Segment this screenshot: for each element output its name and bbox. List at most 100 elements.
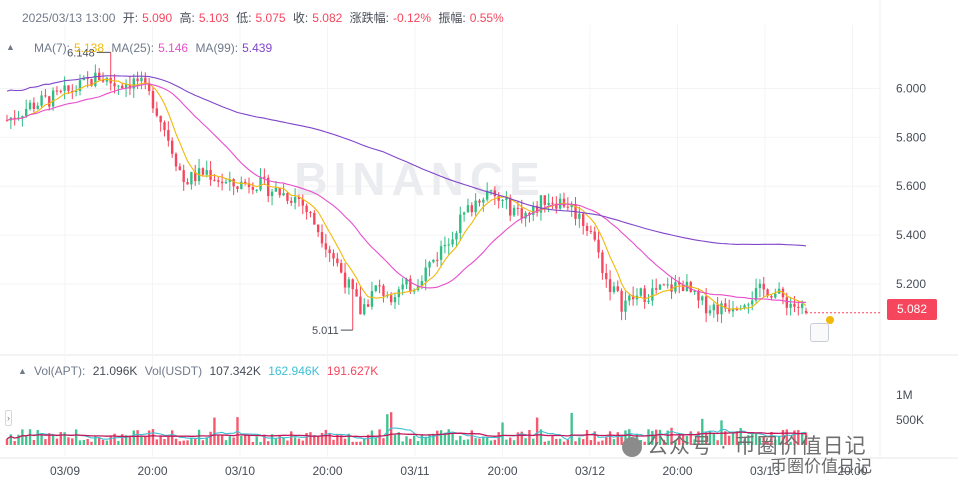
candle-body	[743, 305, 746, 309]
volume-legend: Vol(APT): 21.096K Vol(USDT) 107.342K 162…	[34, 364, 382, 378]
volume-bar	[439, 430, 443, 445]
candle-body	[512, 207, 516, 216]
volume-bar	[551, 435, 554, 445]
candle-body	[420, 281, 424, 286]
chart-settings-icon[interactable]	[810, 323, 829, 342]
volume-bar	[793, 430, 796, 445]
candle-body	[647, 300, 650, 303]
candle-body	[217, 180, 220, 182]
candle-body	[478, 200, 481, 203]
volume-bar	[255, 436, 258, 445]
candle-body	[631, 295, 635, 300]
candle-body	[551, 202, 554, 204]
candle-body	[270, 191, 274, 197]
volume-bar	[739, 428, 742, 445]
volume-bar	[363, 438, 366, 445]
candle-body	[194, 172, 197, 182]
candle-body	[316, 224, 320, 233]
volume-bar	[597, 441, 600, 445]
close-label: 收:	[292, 11, 309, 25]
volume-bar	[278, 435, 281, 445]
expand-indicator-icon[interactable]: ›	[5, 410, 12, 426]
candle-body	[374, 285, 377, 292]
change-value: -0.12%	[392, 11, 432, 25]
volume-bar	[589, 440, 593, 445]
volume-bar	[501, 422, 504, 445]
volume-bar	[301, 440, 304, 445]
candle-body	[509, 197, 512, 216]
volume-bar	[113, 433, 116, 445]
volume-bar	[697, 431, 700, 445]
vol-usdt-label: Vol(USDT)	[144, 364, 203, 378]
volume-bar	[36, 429, 39, 445]
volume-bar	[178, 441, 182, 445]
volume-tick-label: 1M	[896, 388, 913, 402]
volume-bar	[654, 429, 658, 445]
candle-body	[305, 205, 308, 213]
corner-watermark-line2: 币圈价值日记	[770, 457, 872, 476]
candle-body	[662, 284, 666, 286]
volume-bar	[359, 441, 362, 445]
volume-bar	[386, 414, 389, 445]
volume-bar	[520, 431, 523, 445]
volume-bar	[651, 431, 654, 445]
candle-body	[63, 85, 66, 91]
collapse-price-legend-icon[interactable]: ▲	[6, 42, 15, 52]
candle-body	[639, 288, 643, 296]
candle-body	[48, 96, 51, 107]
candle-body	[751, 300, 754, 305]
candle-body	[282, 193, 285, 196]
collapse-volume-legend-icon[interactable]: ▲	[18, 366, 27, 376]
volume-bar	[566, 439, 570, 445]
volume-bar	[332, 439, 335, 445]
volume-bar	[582, 439, 585, 445]
volume-bar	[681, 434, 685, 445]
time-tick-label: 03/09	[50, 464, 80, 478]
corner-watermark-sub: 币圈价值日记	[770, 452, 872, 477]
volume-bar	[731, 432, 735, 445]
volume-bar	[94, 435, 97, 445]
candle-body	[666, 284, 669, 286]
volume-bar	[340, 435, 343, 445]
volume-bar	[128, 435, 132, 445]
candle-body	[451, 239, 454, 245]
volume-bar	[774, 439, 777, 445]
candle-body	[466, 205, 470, 213]
volume-bar	[32, 440, 36, 445]
candle-body	[55, 90, 59, 92]
candle-body	[535, 205, 539, 213]
volume-bar	[209, 431, 212, 445]
volume-bar	[270, 434, 274, 445]
candle-body	[355, 289, 358, 297]
candle-body	[247, 183, 251, 188]
volume-bar	[616, 432, 619, 445]
volume-bar	[497, 432, 500, 445]
volume-bar	[144, 436, 147, 445]
ma99-value: 5.439	[242, 41, 273, 55]
volume-bar	[59, 432, 62, 445]
ma99-line	[6, 75, 807, 247]
candle-body	[167, 130, 170, 141]
volume-ma-short-line	[6, 427, 807, 441]
candle-body	[132, 78, 135, 89]
candle-body	[678, 282, 681, 285]
volume-bar	[240, 435, 243, 445]
volume-bar	[532, 438, 535, 445]
volume-bar	[612, 439, 616, 445]
candle-body	[455, 233, 458, 240]
candle-body	[301, 199, 304, 206]
candle-body	[213, 179, 216, 181]
volume-bar	[693, 439, 696, 445]
candle-body	[393, 297, 397, 303]
volume-bar	[109, 436, 112, 445]
candle-body	[140, 77, 143, 82]
volume-bar	[735, 431, 739, 445]
volume-bar	[678, 435, 681, 445]
candle-body	[658, 284, 662, 290]
candle-body	[724, 303, 727, 309]
volume-bar	[747, 435, 750, 445]
volume-bar	[309, 432, 312, 445]
volume-bar	[174, 438, 178, 445]
